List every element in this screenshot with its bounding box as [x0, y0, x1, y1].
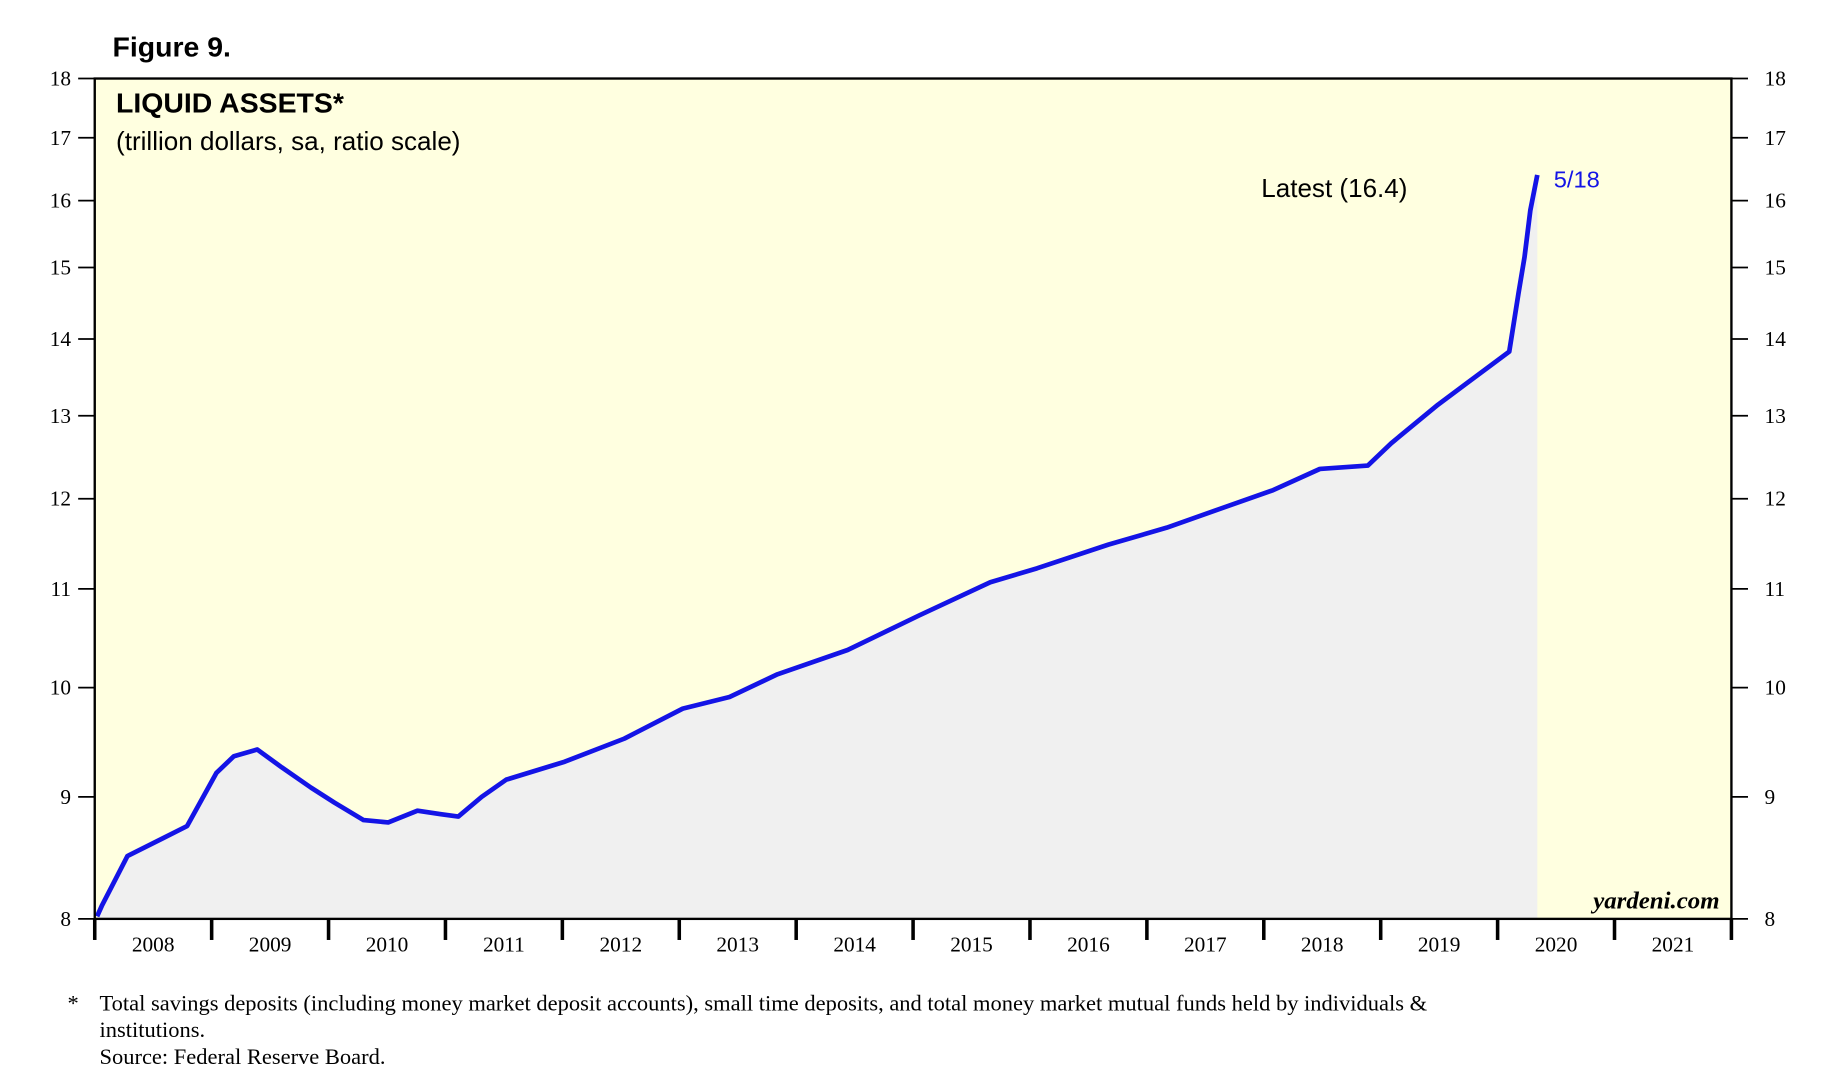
footnote: Total savings deposits (including money … — [99, 990, 1427, 1015]
y-tick-label: 13 — [50, 404, 71, 428]
footnote: Source: Federal Reserve Board. — [99, 1044, 385, 1069]
y-tick-label: 11 — [51, 577, 72, 601]
x-tick-label: 2012 — [600, 933, 643, 957]
y2-tick-label: 16 — [1765, 189, 1786, 213]
x-tick-label: 2013 — [716, 933, 759, 957]
y-tick-label: 16 — [50, 189, 71, 213]
x-tick-label: 2010 — [366, 933, 409, 957]
y-tick-label: 17 — [50, 126, 71, 150]
x-tick-label: 2016 — [1067, 933, 1110, 957]
watermark: yardeni.com — [1590, 887, 1719, 914]
x-tick-label: 2011 — [483, 933, 525, 957]
x-tick-label: 2019 — [1418, 933, 1461, 957]
end-label: 5/18 — [1554, 167, 1600, 193]
y2-tick-label: 13 — [1765, 404, 1786, 428]
y-tick-label: 12 — [50, 487, 71, 511]
x-tick-label: 2021 — [1652, 933, 1695, 957]
y2-tick-label: 9 — [1765, 785, 1776, 809]
y2-tick-label: 11 — [1765, 577, 1786, 601]
y2-tick-label: 8 — [1765, 907, 1776, 931]
figure-label: Figure 9. — [113, 30, 231, 62]
chart-title: LIQUID ASSETS* — [116, 87, 344, 119]
area — [97, 174, 1538, 919]
y-tick-label: 10 — [50, 676, 71, 700]
x-tick-label: 2015 — [950, 933, 993, 957]
x-tick-label: 2017 — [1184, 933, 1227, 957]
x-tick-label: 2020 — [1535, 933, 1578, 957]
footnote: institutions. — [99, 1017, 205, 1042]
y-tick-label: 8 — [60, 907, 71, 931]
y2-tick-label: 15 — [1765, 256, 1786, 280]
footnote-marker: * — [68, 990, 79, 1015]
line — [94, 174, 1540, 918]
y2-tick-label: 18 — [1765, 67, 1786, 91]
y2-tick-label: 12 — [1765, 487, 1786, 511]
y-tick-label: 18 — [50, 67, 71, 91]
x-tick-label: 2009 — [249, 933, 292, 957]
y2-tick-label: 14 — [1765, 327, 1787, 351]
annotation: Latest (16.4) — [1261, 175, 1407, 203]
y-tick-label: 9 — [60, 785, 71, 809]
x-tick-label: 2008 — [132, 933, 175, 957]
y-tick-label: 14 — [50, 327, 72, 351]
y-tick-label: 15 — [50, 256, 71, 280]
x-tick-label: 2018 — [1301, 933, 1344, 957]
x-tick-label: 2014 — [833, 933, 876, 957]
chart-subtitle: (trillion dollars, sa, ratio scale) — [116, 128, 460, 156]
y2-tick-label: 10 — [1765, 676, 1786, 700]
y2-tick-label: 17 — [1765, 126, 1786, 150]
